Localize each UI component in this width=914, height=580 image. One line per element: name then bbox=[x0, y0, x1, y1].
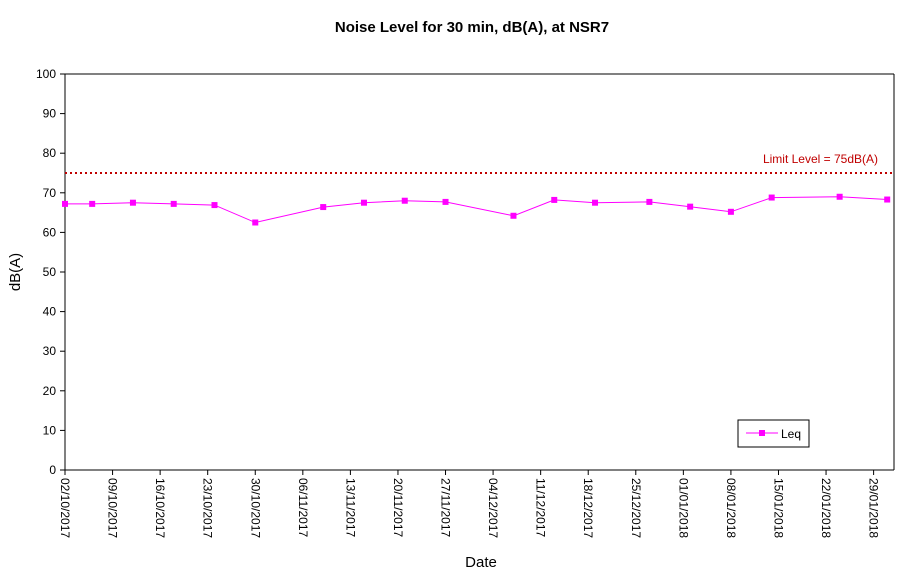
x-tick-label: 30/10/2017 bbox=[248, 478, 262, 538]
y-tick-label: 80 bbox=[43, 146, 57, 160]
plot-area bbox=[65, 74, 894, 470]
x-tick-label: 18/12/2017 bbox=[581, 478, 595, 538]
x-tick-label: 23/10/2017 bbox=[201, 478, 215, 538]
x-axis-label: Date bbox=[465, 554, 497, 571]
y-tick-label: 50 bbox=[43, 265, 57, 279]
data-point bbox=[89, 200, 96, 207]
x-tick-label: 27/11/2017 bbox=[439, 478, 453, 537]
x-axis-ticks: 02/10/2017 09/10/2017 16/10/2017 23/10/2017… bbox=[58, 470, 881, 538]
x-tick-label: 25/12/2017 bbox=[629, 478, 643, 538]
data-point bbox=[320, 204, 327, 211]
x-tick-label: 16/10/2017 bbox=[153, 478, 167, 538]
legend: Leq bbox=[737, 419, 810, 448]
series-group bbox=[62, 193, 891, 226]
chart-title: Noise Level for 30 min, dB(A), at NSR7 bbox=[335, 19, 609, 36]
data-point bbox=[687, 203, 694, 210]
data-point bbox=[442, 198, 449, 205]
x-tick-label: 20/11/2017 bbox=[391, 478, 405, 537]
x-tick-label: 11/12/2017 bbox=[534, 478, 548, 537]
data-point bbox=[646, 198, 653, 205]
y-tick-label: 90 bbox=[43, 107, 57, 121]
y-tick-label: 20 bbox=[43, 384, 57, 398]
data-point bbox=[836, 193, 843, 200]
data-point bbox=[211, 202, 218, 209]
data-point bbox=[727, 208, 734, 215]
x-tick-label: 22/01/2018 bbox=[819, 478, 833, 538]
x-tick-label: 02/10/2017 bbox=[58, 478, 72, 538]
data-point bbox=[884, 196, 891, 203]
data-point bbox=[551, 196, 558, 203]
legend-swatch-marker bbox=[759, 430, 765, 436]
legend-entry-leq: Leq bbox=[781, 427, 801, 441]
data-point bbox=[510, 212, 517, 219]
data-point bbox=[170, 200, 177, 207]
y-axis-ticks: 0 10 20 30 40 50 60 70 80 90 100 bbox=[36, 67, 65, 477]
data-point bbox=[62, 200, 68, 207]
x-tick-label: 29/01/2018 bbox=[867, 478, 881, 538]
y-tick-label: 70 bbox=[43, 186, 57, 200]
y-tick-label: 30 bbox=[43, 344, 57, 358]
x-tick-label: 01/01/2018 bbox=[676, 478, 690, 538]
data-point bbox=[592, 199, 599, 206]
data-point bbox=[129, 199, 136, 206]
x-tick-label: 09/10/2017 bbox=[106, 478, 120, 538]
data-point bbox=[401, 197, 408, 204]
data-point bbox=[768, 194, 775, 201]
reference-lines: Limit Level = 75dB(A) bbox=[65, 152, 894, 174]
y-tick-label: 100 bbox=[36, 67, 56, 81]
y-tick-label: 60 bbox=[43, 225, 57, 239]
x-tick-label: 15/01/2018 bbox=[771, 478, 785, 538]
x-tick-label: 13/11/2017 bbox=[343, 478, 357, 537]
y-tick-label: 40 bbox=[43, 305, 57, 319]
x-tick-label: 06/11/2017 bbox=[296, 478, 310, 537]
limit-label: Limit Level = 75dB(A) bbox=[763, 152, 878, 166]
data-point bbox=[252, 219, 259, 226]
y-tick-label: 0 bbox=[49, 463, 56, 477]
y-tick-label: 10 bbox=[43, 423, 57, 437]
x-tick-label: 08/01/2018 bbox=[724, 478, 738, 538]
x-tick-label: 04/12/2017 bbox=[486, 478, 500, 538]
y-axis-label: dB(A) bbox=[7, 253, 24, 291]
data-point bbox=[360, 199, 367, 206]
